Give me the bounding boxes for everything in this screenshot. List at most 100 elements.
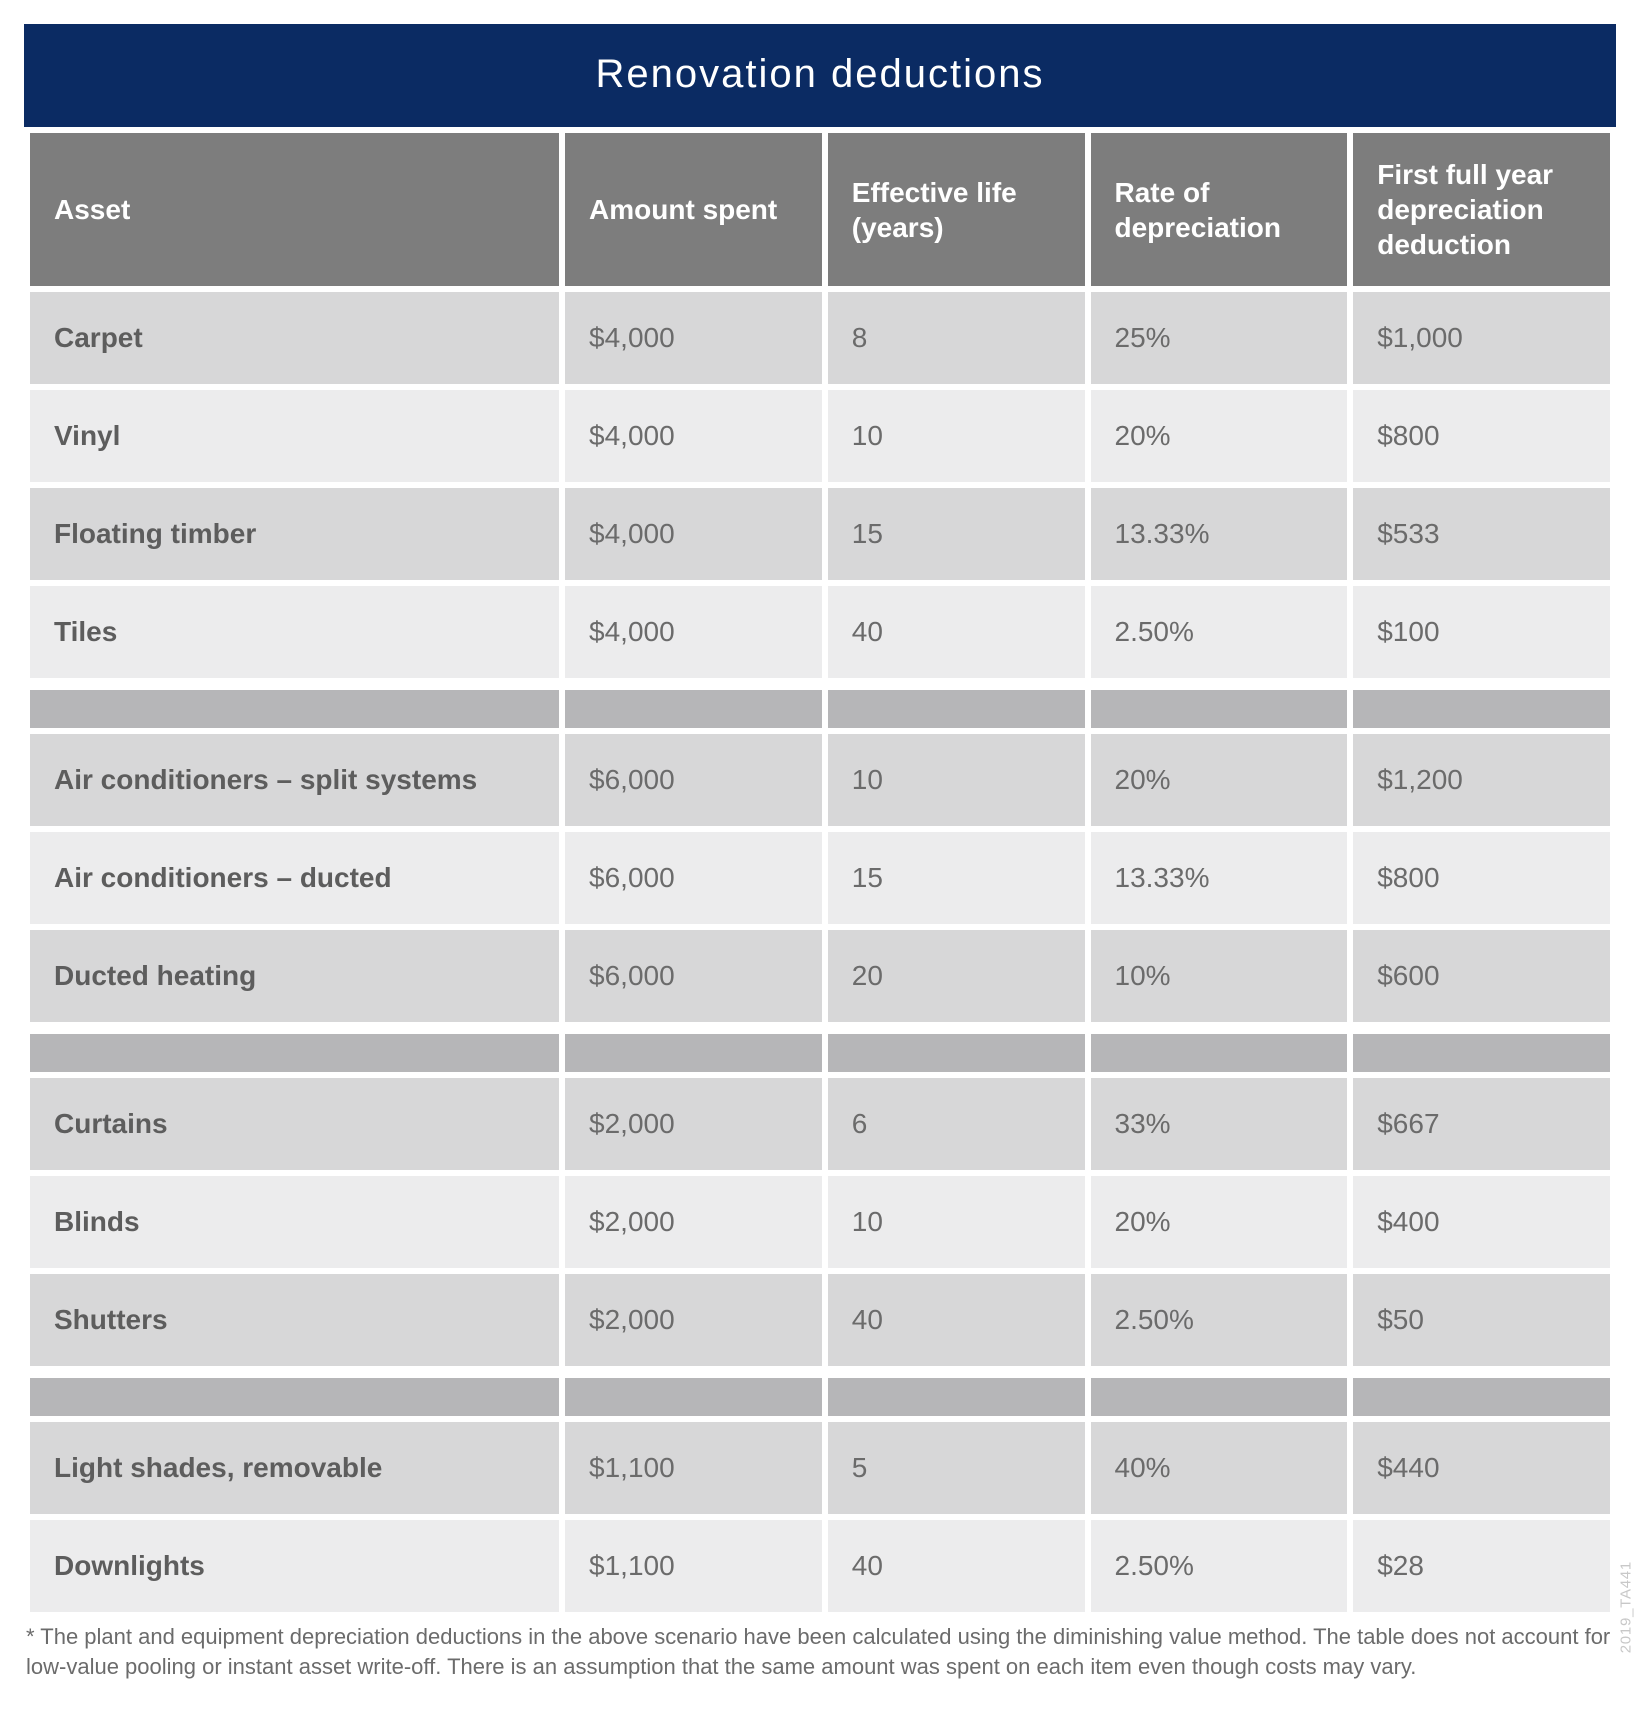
col-rate: Rate of depreciation <box>1091 127 1348 292</box>
separator-cell <box>565 684 822 734</box>
cell-value: 20% <box>1091 734 1348 832</box>
cell-value: $533 <box>1353 488 1610 586</box>
table-row: Floating timber$4,0001513.33%$533 <box>30 488 1610 586</box>
col-effective-life: Effective life (years) <box>828 127 1085 292</box>
table-card: Renovation deductions Asset Amount spent… <box>24 24 1616 1681</box>
cell-value: $440 <box>1353 1422 1610 1520</box>
cell-asset: Ducted heating <box>30 930 559 1028</box>
cell-value: $6,000 <box>565 832 822 930</box>
document-code: 2019_TA441 <box>1617 1561 1634 1653</box>
cell-value: 40 <box>828 1274 1085 1372</box>
cell-value: 15 <box>828 488 1085 586</box>
cell-value: $2,000 <box>565 1274 822 1372</box>
separator-cell <box>828 1372 1085 1422</box>
cell-value: $4,000 <box>565 292 822 390</box>
cell-asset: Carpet <box>30 292 559 390</box>
cell-value: 25% <box>1091 292 1348 390</box>
table-row: Air conditioners – ducted$6,0001513.33%$… <box>30 832 1610 930</box>
cell-asset: Air conditioners – ducted <box>30 832 559 930</box>
table-row: Light shades, removable$1,100540%$440 <box>30 1422 1610 1520</box>
cell-value: $2,000 <box>565 1078 822 1176</box>
table-row: Blinds$2,0001020%$400 <box>30 1176 1610 1274</box>
cell-value: 20% <box>1091 390 1348 488</box>
cell-value: $50 <box>1353 1274 1610 1372</box>
separator-cell <box>565 1028 822 1078</box>
cell-asset: Tiles <box>30 586 559 684</box>
separator-cell <box>828 684 1085 734</box>
cell-value: 6 <box>828 1078 1085 1176</box>
cell-value: $28 <box>1353 1520 1610 1612</box>
table-separator <box>30 684 1610 734</box>
cell-value: 5 <box>828 1422 1085 1520</box>
table-row: Carpet$4,000825%$1,000 <box>30 292 1610 390</box>
cell-value: 20% <box>1091 1176 1348 1274</box>
table-body: Carpet$4,000825%$1,000Vinyl$4,0001020%$8… <box>30 292 1610 1612</box>
table-row: Downlights$1,100402.50%$28 <box>30 1520 1610 1612</box>
cell-value: $100 <box>1353 586 1610 684</box>
cell-value: $667 <box>1353 1078 1610 1176</box>
table-separator <box>30 1372 1610 1422</box>
cell-value: 2.50% <box>1091 1274 1348 1372</box>
deductions-table: Asset Amount spent Effective life (years… <box>24 127 1616 1612</box>
cell-value: $600 <box>1353 930 1610 1028</box>
table-row: Shutters$2,000402.50%$50 <box>30 1274 1610 1372</box>
table-row: Tiles$4,000402.50%$100 <box>30 586 1610 684</box>
cell-value: $1,000 <box>1353 292 1610 390</box>
cell-asset: Downlights <box>30 1520 559 1612</box>
cell-value: 13.33% <box>1091 832 1348 930</box>
separator-cell <box>1091 1372 1348 1422</box>
separator-cell <box>1353 684 1610 734</box>
cell-value: $1,100 <box>565 1422 822 1520</box>
col-asset: Asset <box>30 127 559 292</box>
table-footnote: * The plant and equipment depreciation d… <box>24 1612 1616 1681</box>
cell-asset: Shutters <box>30 1274 559 1372</box>
col-amount-spent: Amount spent <box>565 127 822 292</box>
table-header-row: Asset Amount spent Effective life (years… <box>30 127 1610 292</box>
table-row: Ducted heating$6,0002010%$600 <box>30 930 1610 1028</box>
cell-value: 40 <box>828 586 1085 684</box>
cell-value: 15 <box>828 832 1085 930</box>
cell-asset: Light shades, removable <box>30 1422 559 1520</box>
cell-value: $1,100 <box>565 1520 822 1612</box>
cell-value: 33% <box>1091 1078 1348 1176</box>
cell-asset: Blinds <box>30 1176 559 1274</box>
table-row: Vinyl$4,0001020%$800 <box>30 390 1610 488</box>
cell-value: 40% <box>1091 1422 1348 1520</box>
cell-value: 10% <box>1091 930 1348 1028</box>
table-separator <box>30 1028 1610 1078</box>
separator-cell <box>30 1028 559 1078</box>
cell-value: $1,200 <box>1353 734 1610 832</box>
cell-value: $2,000 <box>565 1176 822 1274</box>
cell-value: 13.33% <box>1091 488 1348 586</box>
table-row: Air conditioners – split systems$6,00010… <box>30 734 1610 832</box>
separator-cell <box>30 1372 559 1422</box>
table-title: Renovation deductions <box>24 24 1616 127</box>
separator-cell <box>30 684 559 734</box>
col-first-year: First full year depreciation deduction <box>1353 127 1610 292</box>
separator-cell <box>1091 1028 1348 1078</box>
cell-value: 8 <box>828 292 1085 390</box>
cell-value: 10 <box>828 390 1085 488</box>
cell-value: $4,000 <box>565 586 822 684</box>
cell-value: $6,000 <box>565 930 822 1028</box>
table-row: Curtains$2,000633%$667 <box>30 1078 1610 1176</box>
cell-value: 20 <box>828 930 1085 1028</box>
cell-value: $4,000 <box>565 488 822 586</box>
cell-value: 10 <box>828 1176 1085 1274</box>
cell-value: $6,000 <box>565 734 822 832</box>
cell-asset: Air conditioners – split systems <box>30 734 559 832</box>
cell-value: $800 <box>1353 390 1610 488</box>
cell-value: 10 <box>828 734 1085 832</box>
separator-cell <box>1091 684 1348 734</box>
separator-cell <box>1353 1372 1610 1422</box>
cell-value: $4,000 <box>565 390 822 488</box>
cell-asset: Floating timber <box>30 488 559 586</box>
cell-value: 40 <box>828 1520 1085 1612</box>
cell-value: 2.50% <box>1091 1520 1348 1612</box>
separator-cell <box>828 1028 1085 1078</box>
cell-asset: Vinyl <box>30 390 559 488</box>
cell-value: $400 <box>1353 1176 1610 1274</box>
cell-asset: Curtains <box>30 1078 559 1176</box>
cell-value: 2.50% <box>1091 586 1348 684</box>
separator-cell <box>1353 1028 1610 1078</box>
